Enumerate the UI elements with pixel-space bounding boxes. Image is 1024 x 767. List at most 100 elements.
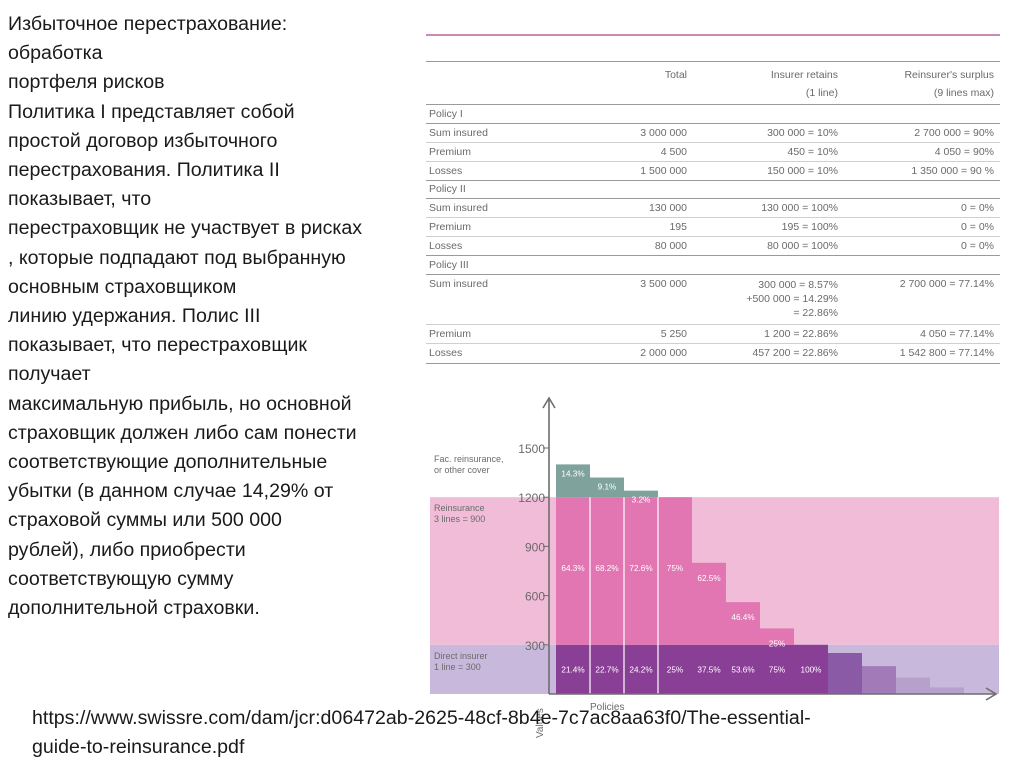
- col-total-header: Total: [664, 69, 687, 81]
- bar-reinsurance: [556, 497, 590, 645]
- reinsurance-table: Total Insurer retains Reinsurer's surplu…: [426, 28, 1000, 368]
- cell-retains: 300 000 = 8.57%: [758, 279, 838, 291]
- text-line: портфеля рисков: [8, 71, 165, 94]
- y-tick-label: 600: [525, 590, 545, 604]
- table-row: Premium 4 500 450 = 10% 4 050 = 90%: [426, 143, 1000, 162]
- cell-retains: +500 000 = 14.29%: [746, 293, 838, 305]
- data-label: 14.3%: [561, 469, 584, 478]
- cell-total: 130 000: [649, 202, 687, 214]
- cell-surplus: 0 = 0%: [961, 221, 994, 233]
- bar-direct: [590, 644, 624, 694]
- bar-direct: [828, 653, 862, 694]
- bar-reinsurance: [692, 562, 726, 645]
- table-rule: [426, 104, 1000, 105]
- data-label: 22.7%: [595, 665, 618, 674]
- text-line: убытки (в данном случае 14,29% от: [8, 480, 334, 503]
- bar-fac: [590, 477, 624, 498]
- y-tick-label: 900: [525, 540, 545, 554]
- data-label: 62.5%: [697, 574, 720, 583]
- data-label: 37.5%: [697, 665, 720, 674]
- cell-total: 2 000 000: [640, 347, 687, 359]
- cell-surplus: 1 542 800 = 77.14%: [899, 347, 994, 359]
- data-label: 25%: [769, 639, 785, 648]
- row-label: Losses: [429, 165, 463, 177]
- cell-retains: 195 = 100%: [781, 221, 838, 233]
- bar-direct: [862, 666, 896, 694]
- table-row: Premium 5 250 1 200 = 22.86% 4 050 = 77.…: [426, 325, 1000, 344]
- table-rule: [426, 180, 1000, 181]
- row-label: Sum insured: [429, 278, 488, 290]
- col-retains-header: Insurer retains: [770, 69, 838, 81]
- data-label: 9.1%: [598, 483, 617, 492]
- row-label: Premium: [429, 221, 472, 233]
- bar-reinsurance: [624, 497, 658, 645]
- band-label: 1 line = 300: [434, 662, 481, 672]
- data-label: 21.4%: [561, 665, 584, 674]
- cell-retains: 150 000 = 10%: [767, 165, 838, 177]
- y-tick-label: 300: [525, 639, 545, 653]
- table-rule: [426, 161, 1000, 162]
- table-rule: [426, 363, 1000, 364]
- text-line: соответствующие дополнительные: [8, 451, 328, 474]
- cell-retains: 450 = 10%: [787, 146, 838, 158]
- table-rule: [426, 343, 1000, 344]
- text-line: страховщик должен либо сам понести: [8, 421, 357, 444]
- bar-direct: [658, 644, 692, 694]
- table-row: Sum insured 3 000 000 300 000 = 10% 2 70…: [426, 124, 1000, 143]
- policy2-title: Policy II: [429, 183, 466, 195]
- policy3-title: Policy III: [429, 259, 469, 271]
- bar-direct: [556, 644, 590, 694]
- col-retains-subheader: (1 line): [805, 87, 838, 99]
- source-link-line[interactable]: guide-to-reinsurance.pdf: [32, 736, 245, 758]
- text-line: соответствующую сумму: [8, 567, 234, 590]
- table-rule: [426, 123, 1000, 124]
- text-line: получает: [8, 363, 91, 386]
- cell-surplus: 1 350 000 = 90 %: [911, 165, 994, 177]
- data-label: 64.3%: [561, 564, 584, 573]
- table-row: Premium 195 195 = 100% 0 = 0%: [426, 218, 1000, 237]
- bar-fac: [556, 464, 590, 498]
- cell-retains: 300 000 = 10%: [767, 127, 838, 139]
- bar-direct: [794, 644, 828, 694]
- table-rule: [426, 324, 1000, 325]
- source-link[interactable]: https://www.swissre.com/dam/jcr:d06472ab…: [32, 704, 1012, 762]
- data-label: 25%: [667, 665, 683, 674]
- table-header-row: Total Insurer retains Reinsurer's surplu…: [426, 66, 1000, 85]
- data-label: 72.6%: [629, 564, 652, 573]
- data-label: 100%: [801, 665, 822, 674]
- bar-reinsurance: [726, 602, 760, 645]
- cell-retains: 130 000 = 100%: [761, 202, 838, 214]
- data-label: 68.2%: [595, 564, 618, 573]
- text-line: , которые подпадают под выбранную: [8, 246, 346, 269]
- cell-total: 5 250: [660, 328, 687, 340]
- y-axis-arrow: [542, 396, 556, 409]
- table-row: Losses 1 500 000 150 000 = 10% 1 350 000…: [426, 162, 1000, 181]
- table-rule: [426, 236, 1000, 237]
- row-label: Losses: [429, 347, 463, 359]
- bar-reinsurance: [590, 497, 624, 645]
- bar-direct: [624, 644, 658, 694]
- text-line: рублей), либо приобрести: [8, 538, 246, 561]
- table-row: Losses 2 000 000 457 200 = 22.86% 1 542 …: [426, 344, 1000, 363]
- col-surplus-header: Reinsurer's surplus: [904, 69, 994, 81]
- cell-retains: 457 200 = 22.86%: [752, 347, 838, 359]
- bar-fac: [624, 490, 658, 498]
- table-rule: [426, 198, 1000, 199]
- cell-total: 80 000: [654, 240, 687, 252]
- cell-total: 4 500: [660, 146, 687, 158]
- policy-title-row: Policy I: [426, 105, 1000, 124]
- bar-direct: [896, 677, 930, 694]
- table-row: Sum insured 3 500 000 300 000 = 8.57% +5…: [426, 275, 1000, 323]
- text-line: страховой суммы или 500 000: [8, 509, 282, 532]
- cell-surplus: 0 = 0%: [961, 240, 994, 252]
- cell-retains: = 22.86%: [793, 307, 838, 319]
- row-label: Sum insured: [429, 202, 488, 214]
- table-top-rule: [426, 34, 1000, 36]
- cell-total: 1 500 000: [640, 165, 687, 177]
- policy-title-row: Policy II: [426, 180, 1000, 199]
- cell-total: 3 000 000: [640, 127, 687, 139]
- table-row: Losses 80 000 80 000 = 100% 0 = 0%: [426, 237, 1000, 256]
- data-label: 53.6%: [731, 665, 754, 674]
- source-link-line[interactable]: https://www.swissre.com/dam/jcr:d06472ab…: [32, 707, 811, 729]
- col-surplus-subheader: (9 lines max): [933, 87, 994, 99]
